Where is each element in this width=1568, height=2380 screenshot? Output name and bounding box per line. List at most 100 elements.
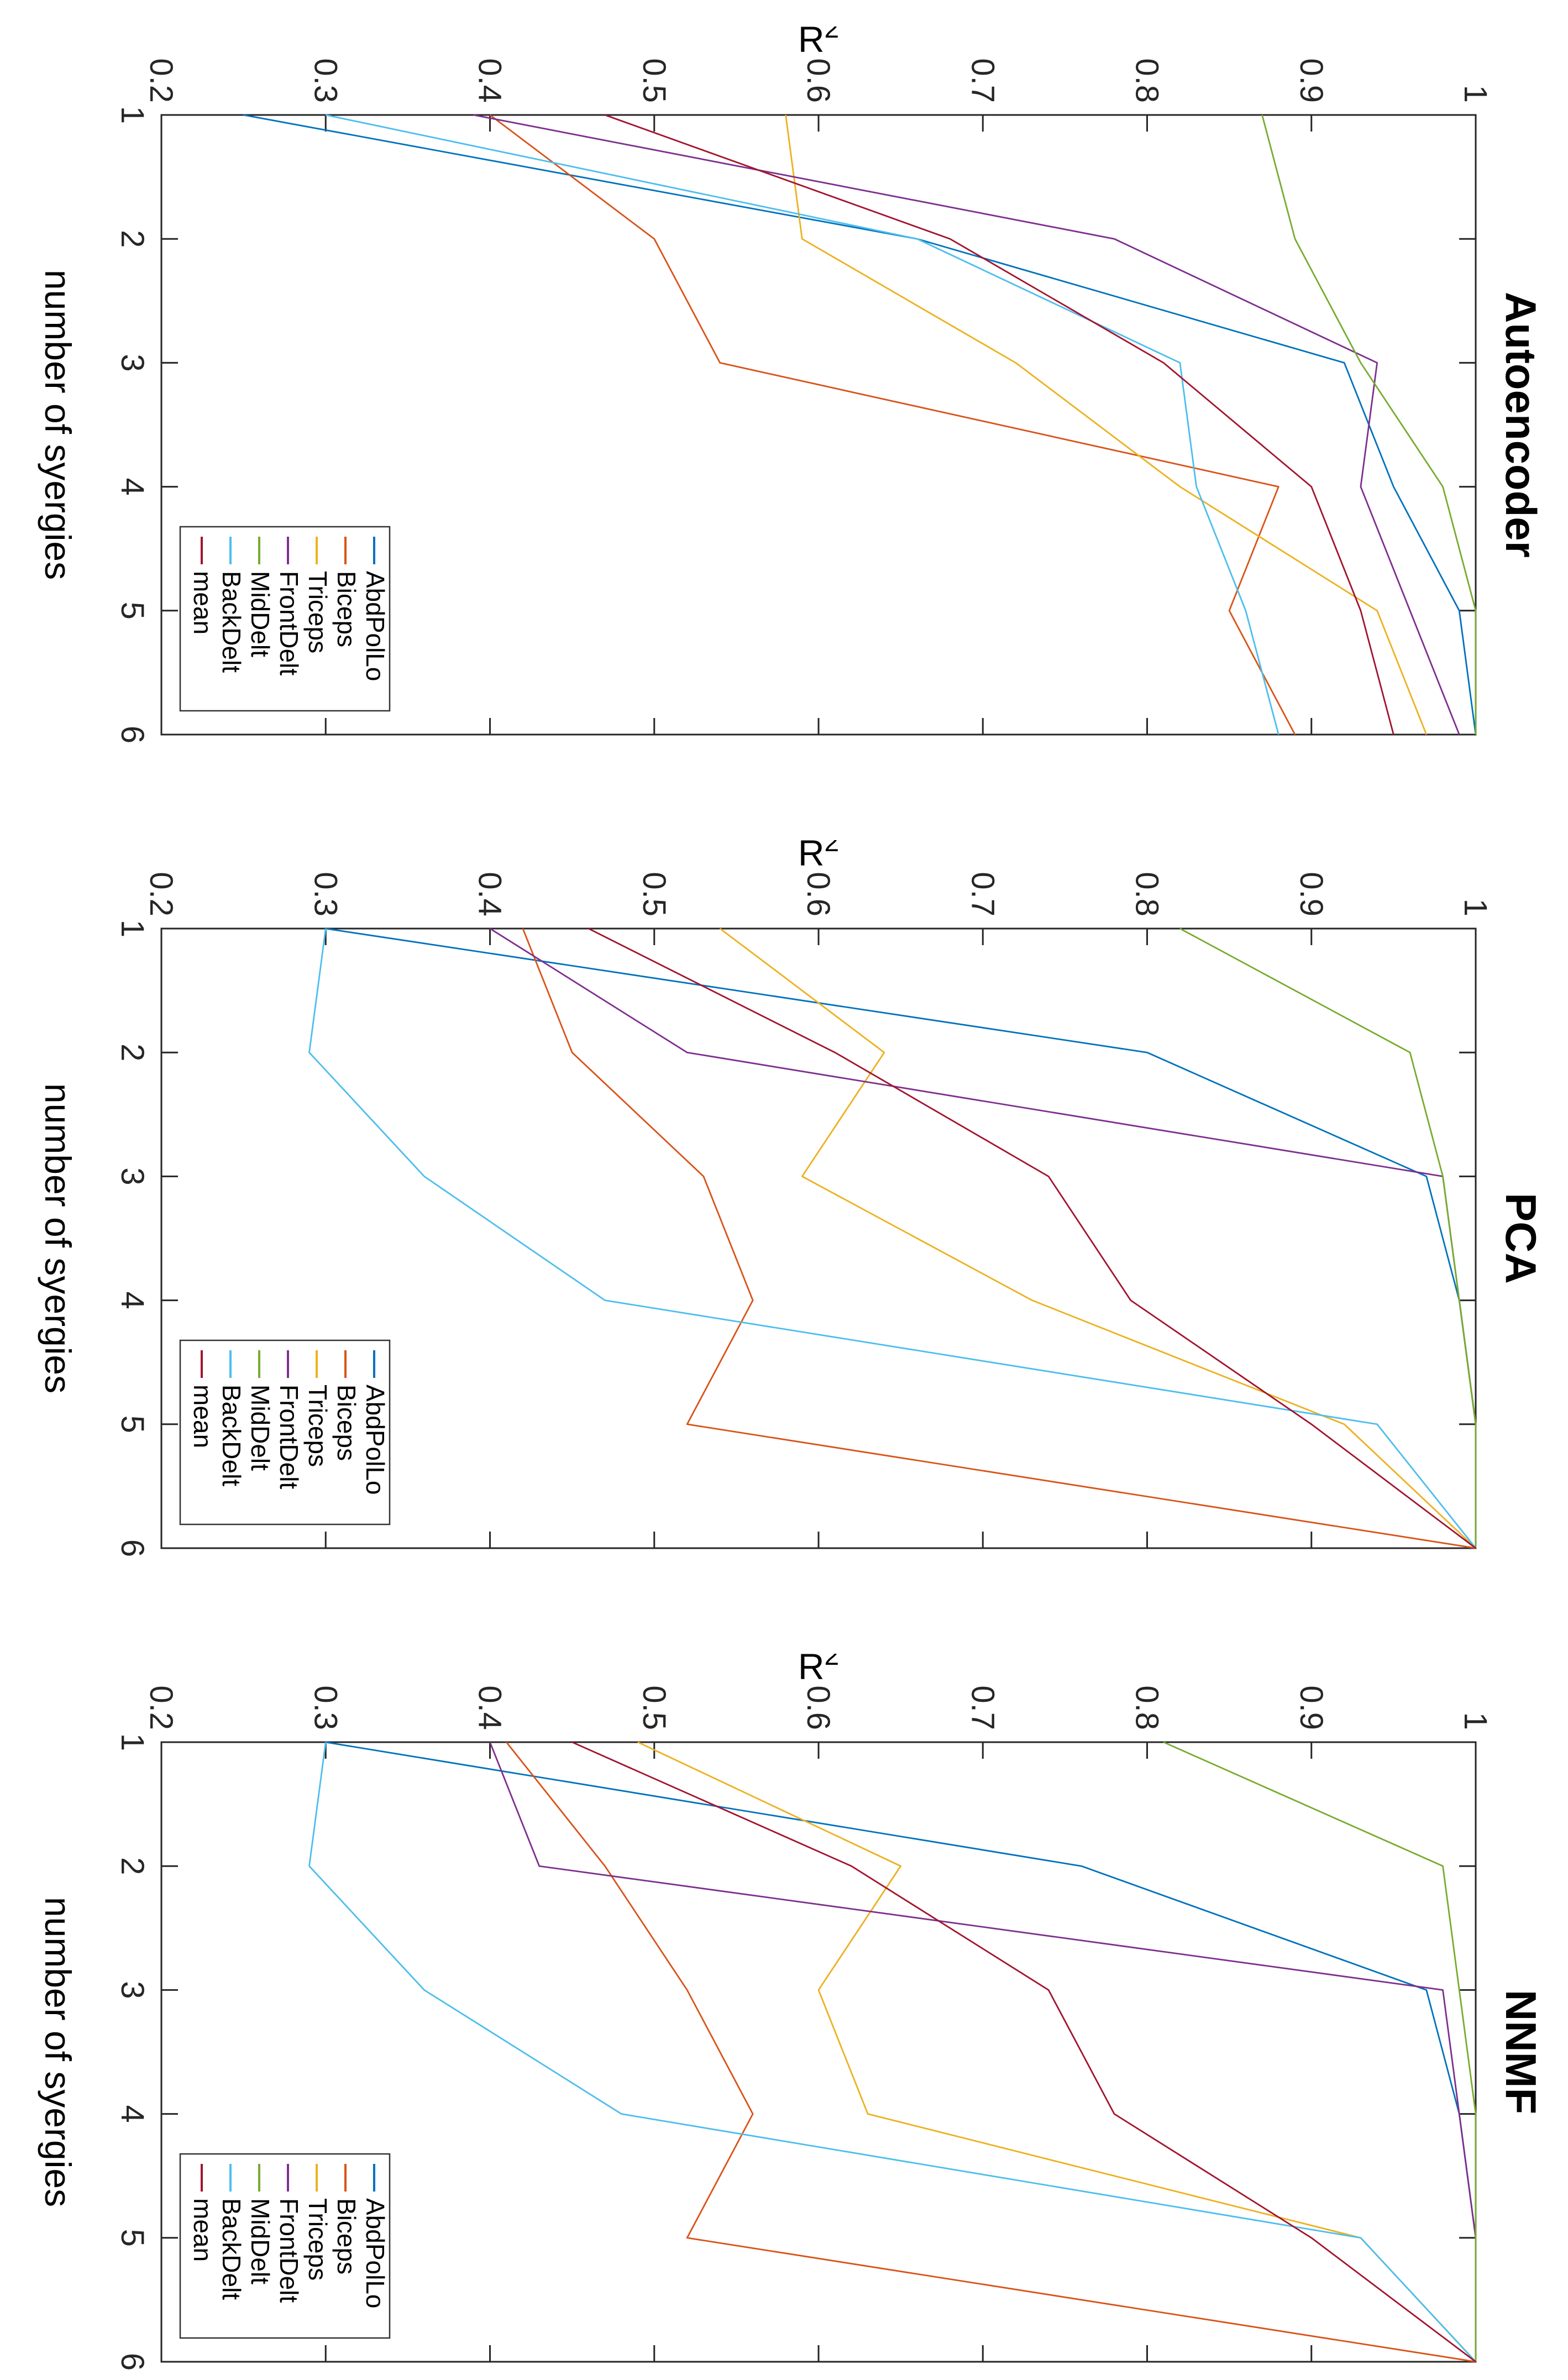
y-tick-label: 0.8: [1129, 1685, 1165, 1730]
y-tick-label: 0.2: [143, 872, 179, 916]
series-line-biceps: [506, 1742, 1476, 2363]
legend-label-abdpollo: AbdPolLo: [361, 571, 390, 682]
legend-label-biceps: Biceps: [332, 2198, 361, 2274]
x-tick-label: 5: [114, 2229, 150, 2247]
series-line-backdelt: [325, 114, 1279, 735]
series-line-abdpollo: [326, 927, 1477, 1548]
y-tick-label: 0.6: [800, 872, 836, 916]
y-axis-label: R2: [798, 27, 839, 60]
x-tick-label: 4: [114, 1291, 150, 1309]
y-tick-label: 0.6: [800, 1685, 836, 1730]
y-tick-label: 1: [1457, 85, 1493, 103]
chart-title: NNMF: [1497, 1990, 1545, 2114]
legend-label-backdelt: BackDelt: [217, 2198, 246, 2300]
chart-svg-pca: 1 2 3 4 5 6 0.2 0.3 0.4 0.5 0.6 0.7 0.8 0.9 1 PCA number…: [38, 828, 1545, 1557]
y-tick-label: 0.2: [143, 58, 179, 103]
y-tick-label: 0.3: [307, 58, 343, 103]
x-axis-label: number of syergies: [38, 1897, 78, 2207]
x-axis-label: number of syergies: [38, 1083, 78, 1393]
chart-pca: 1 2 3 4 5 6 0.2 0.3 0.4 0.5 0.6 0.7 0.8 0.9 1 PCA number…: [0, 828, 1568, 1581]
series-line-abdpollo: [326, 1741, 1477, 2362]
series-line-triceps: [719, 927, 1476, 1549]
y-tick-label: 0.9: [1293, 58, 1329, 103]
legend-label-triceps: Triceps: [303, 2198, 332, 2281]
y-tick-label: 1: [1457, 899, 1493, 916]
series-line-triceps: [637, 1741, 1477, 2362]
x-tick-label: 5: [114, 602, 150, 620]
chart-svg-autoencoder: 1 2 3 4 5 6 0.2 0.3 0.4 0.5 0.6 0.7 0.8 0.9 1 Autoencod…: [38, 14, 1545, 743]
y-axis-label: R2: [798, 1654, 839, 1687]
y-tick-label: 0.5: [636, 58, 672, 103]
legend-label-abdpollo: AbdPolLo: [361, 2198, 390, 2309]
legend-label-mean: mean: [188, 1385, 217, 1448]
chart-svg-nnmf: 1 2 3 4 5 6 0.2 0.3 0.4 0.5 0.6 0.7 0.8 0.9 1 NNMF numbe…: [38, 1642, 1545, 2371]
y-tick-label: 0.4: [472, 872, 508, 916]
x-tick-label: 3: [114, 1167, 150, 1185]
y-tick-label: 0.7: [964, 58, 1000, 103]
chart-title: PCA: [1497, 1193, 1545, 1284]
x-tick-label: 2: [114, 230, 150, 248]
legend-label-middelt: MidDelt: [246, 2198, 275, 2284]
legend-box: [179, 2153, 391, 2339]
x-tick-label: 5: [114, 1416, 150, 1433]
x-tick-label: 1: [114, 1733, 150, 1751]
legend-label-triceps: Triceps: [303, 571, 332, 653]
x-tick-label: 1: [114, 106, 150, 124]
chart-nnmf: 1 2 3 4 5 6 0.2 0.3 0.4 0.5 0.6 0.7 0.8 0.9 1 NNMF numbe…: [0, 1642, 1568, 2380]
legend-label-mean: mean: [188, 571, 217, 635]
y-tick-label: 0.5: [636, 872, 672, 916]
series-line-abdpollo: [243, 114, 1477, 735]
y-tick-label: 0.9: [1293, 1685, 1329, 1730]
legend-label-biceps: Biceps: [332, 571, 361, 647]
series-line-mean: [571, 1741, 1476, 2363]
legend-label-frontdelt: FrontDelt: [275, 1385, 303, 1489]
y-tick-label: 0.8: [1129, 58, 1165, 103]
y-tick-label: 1: [1457, 1712, 1493, 1730]
y-tick-label: 0.8: [1129, 872, 1165, 916]
legend-label-backdelt: BackDelt: [217, 571, 246, 673]
x-axis-label: number of syergies: [38, 270, 78, 580]
legend-label-biceps: Biceps: [332, 1385, 361, 1461]
chart-autoencoder: 1 2 3 4 5 6 0.2 0.3 0.4 0.5 0.6 0.7 0.8 0.9 1 Autoencod…: [0, 14, 1568, 767]
y-tick-label: 0.3: [307, 872, 343, 916]
y-tick-label: 0.7: [964, 1685, 1000, 1730]
chart-title: Autoencoder: [1497, 292, 1545, 558]
legend-label-triceps: Triceps: [303, 1385, 332, 1467]
y-tick-label: 0.2: [143, 1685, 179, 1730]
y-tick-label: 0.5: [636, 1685, 672, 1730]
series-line-frontdelt: [489, 927, 1477, 1548]
legend-label-middelt: MidDelt: [246, 571, 275, 657]
x-tick-label: 3: [114, 354, 150, 371]
x-tick-label: 1: [114, 920, 150, 937]
series-line-frontdelt: [489, 1742, 1477, 2362]
y-tick-label: 0.4: [472, 58, 508, 103]
y-tick-label: 0.6: [800, 58, 836, 103]
legend-label-middelt: MidDelt: [246, 1385, 275, 1471]
series-line-middelt: [1261, 114, 1477, 735]
legend-label-frontdelt: FrontDelt: [275, 571, 303, 675]
x-tick-label: 2: [114, 1044, 150, 1061]
y-axis-label: R2: [798, 840, 839, 873]
series-line-biceps: [489, 114, 1296, 735]
series-line-middelt: [1179, 927, 1477, 1548]
series-line-biceps: [522, 928, 1476, 1549]
y-tick-label: 0.7: [964, 872, 1000, 916]
series-line-triceps: [785, 114, 1428, 735]
x-tick-label: 2: [114, 1857, 150, 1875]
x-tick-label: 3: [114, 1981, 150, 1999]
y-tick-label: 0.9: [1293, 872, 1329, 916]
legend-label-abdpollo: AbdPolLo: [361, 1385, 390, 1495]
x-tick-label: 6: [114, 726, 150, 743]
legend-box: [179, 1339, 391, 1525]
series-line-mean: [605, 114, 1394, 735]
y-tick-label: 0.4: [472, 1685, 508, 1730]
y-tick-label: 0.3: [307, 1685, 343, 1730]
legend-box: [179, 526, 391, 712]
x-tick-label: 6: [114, 1539, 150, 1557]
series-line-middelt: [1163, 1741, 1477, 2362]
legend-label-frontdelt: FrontDelt: [275, 2198, 303, 2303]
legend-label-backdelt: BackDelt: [217, 1385, 246, 1486]
x-tick-label: 4: [114, 478, 150, 495]
